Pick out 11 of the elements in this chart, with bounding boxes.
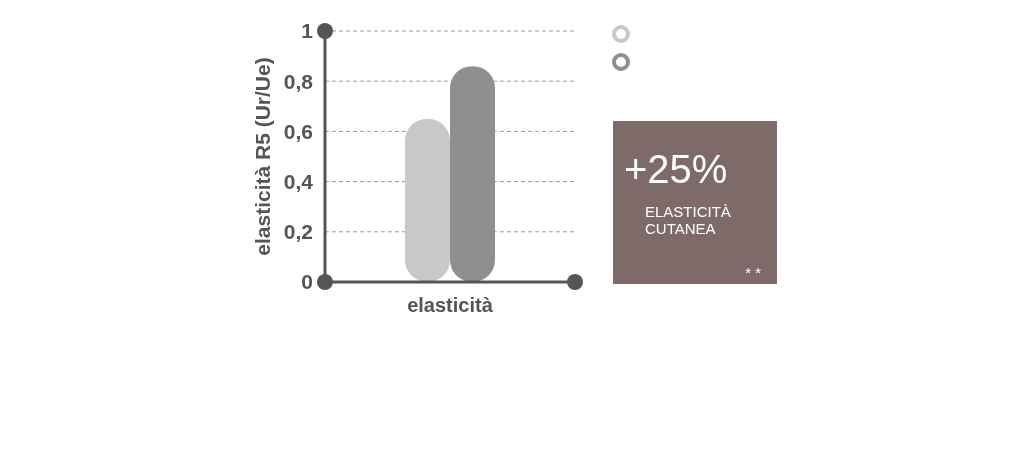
y-tick-label: 0 (301, 270, 313, 294)
y-tick-label: 0,6 (283, 119, 313, 143)
y-axis-title: elasticità R5 (Ur/Ue) (250, 57, 274, 256)
text: ** (745, 264, 765, 282)
y-tick-label: 0,8 (283, 69, 314, 93)
text: ELASTICITÀ CUTANEA (645, 203, 732, 237)
y-tick-label: 0,2 (283, 220, 313, 244)
x-tick-label: elasticità (407, 294, 494, 317)
y-tick-label: 0,4 (283, 170, 314, 194)
text: +25% (624, 146, 728, 193)
y-tick-label: 1 (301, 19, 314, 43)
